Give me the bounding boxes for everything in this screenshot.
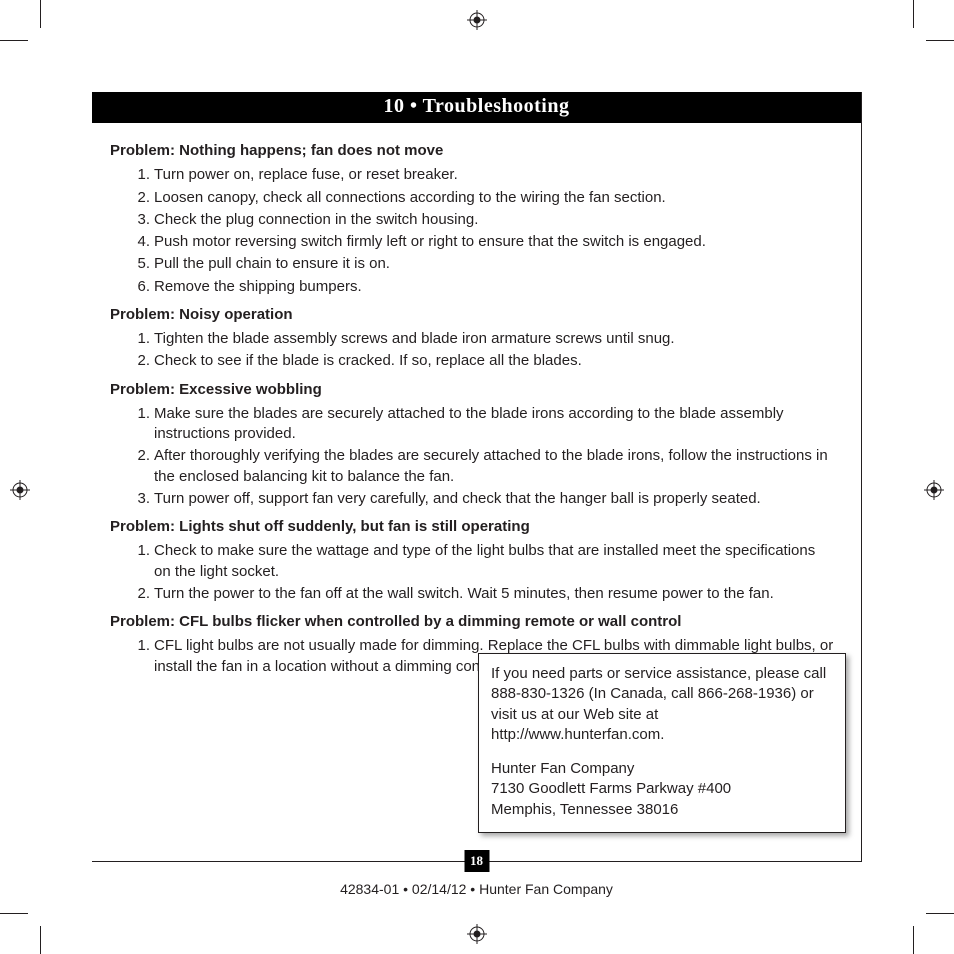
problem-steps: 1.Tighten the blade assembly screws and … xyxy=(110,329,836,372)
problem-title: Problem: Lights shut off suddenly, but f… xyxy=(110,517,836,537)
problem-step: 1.Tighten the blade assembly screws and … xyxy=(140,329,836,349)
problem-steps: 1.Turn power on, replace fuse, or reset … xyxy=(110,165,836,297)
problem-title: Problem: Noisy operation xyxy=(110,305,836,325)
registration-mark-icon xyxy=(924,480,944,500)
section-header: 10 • Troubleshooting xyxy=(92,92,861,123)
page-frame: 10 • Troubleshooting Problem: Nothing ha… xyxy=(92,92,862,862)
registration-mark-icon xyxy=(467,10,487,30)
problem-step: 5.Pull the pull chain to ensure it is on… xyxy=(140,254,836,274)
problem-step: 3.Turn power off, support fan very caref… xyxy=(140,489,836,509)
problem-block: Problem: Excessive wobbling 1.Make sure t… xyxy=(110,380,836,510)
registration-mark-icon xyxy=(467,924,487,944)
problem-title: Problem: Nothing happens; fan does not m… xyxy=(110,141,836,161)
problem-step: 3.Check the plug connection in the switc… xyxy=(140,210,836,230)
footer-text: 42834-01 • 02/14/12 • Hunter Fan Company xyxy=(92,881,861,897)
problem-step: 2.Check to see if the blade is cracked. … xyxy=(140,351,836,371)
problem-step: 1.Check to make sure the wattage and typ… xyxy=(140,541,836,582)
problem-step: 2.Loosen canopy, check all connections a… xyxy=(140,188,836,208)
problem-steps: 1.Make sure the blades are securely atta… xyxy=(110,404,836,509)
problem-step: 2.Turn the power to the fan off at the w… xyxy=(140,584,836,604)
registration-mark-icon xyxy=(10,480,30,500)
problem-block: Problem: Noisy operation 1.Tighten the bl… xyxy=(110,305,836,372)
problem-step: 1.Turn power on, replace fuse, or reset … xyxy=(140,165,836,185)
content-area: Problem: Nothing happens; fan does not m… xyxy=(92,123,861,677)
problem-steps: 1.Check to make sure the wattage and typ… xyxy=(110,541,836,604)
problem-title: Problem: Excessive wobbling xyxy=(110,380,836,400)
problem-step: 4.Push motor reversing switch firmly lef… xyxy=(140,232,836,252)
page-number: 18 xyxy=(464,850,489,872)
company-address: Hunter Fan Company 7130 Goodlett Farms P… xyxy=(491,759,833,820)
problem-step: 2.After thoroughly verifying the blades … xyxy=(140,446,836,487)
problem-title: Problem: CFL bulbs flicker when controll… xyxy=(110,612,836,632)
problem-block: Problem: Nothing happens; fan does not m… xyxy=(110,141,836,297)
contact-info-box: If you need parts or service assistance,… xyxy=(478,653,846,833)
problem-block: Problem: Lights shut off suddenly, but f… xyxy=(110,517,836,604)
info-text: If you need parts or service assistance,… xyxy=(491,664,833,745)
problem-step: 1.Make sure the blades are securely atta… xyxy=(140,404,836,445)
problem-step: 6.Remove the shipping bumpers. xyxy=(140,277,836,297)
